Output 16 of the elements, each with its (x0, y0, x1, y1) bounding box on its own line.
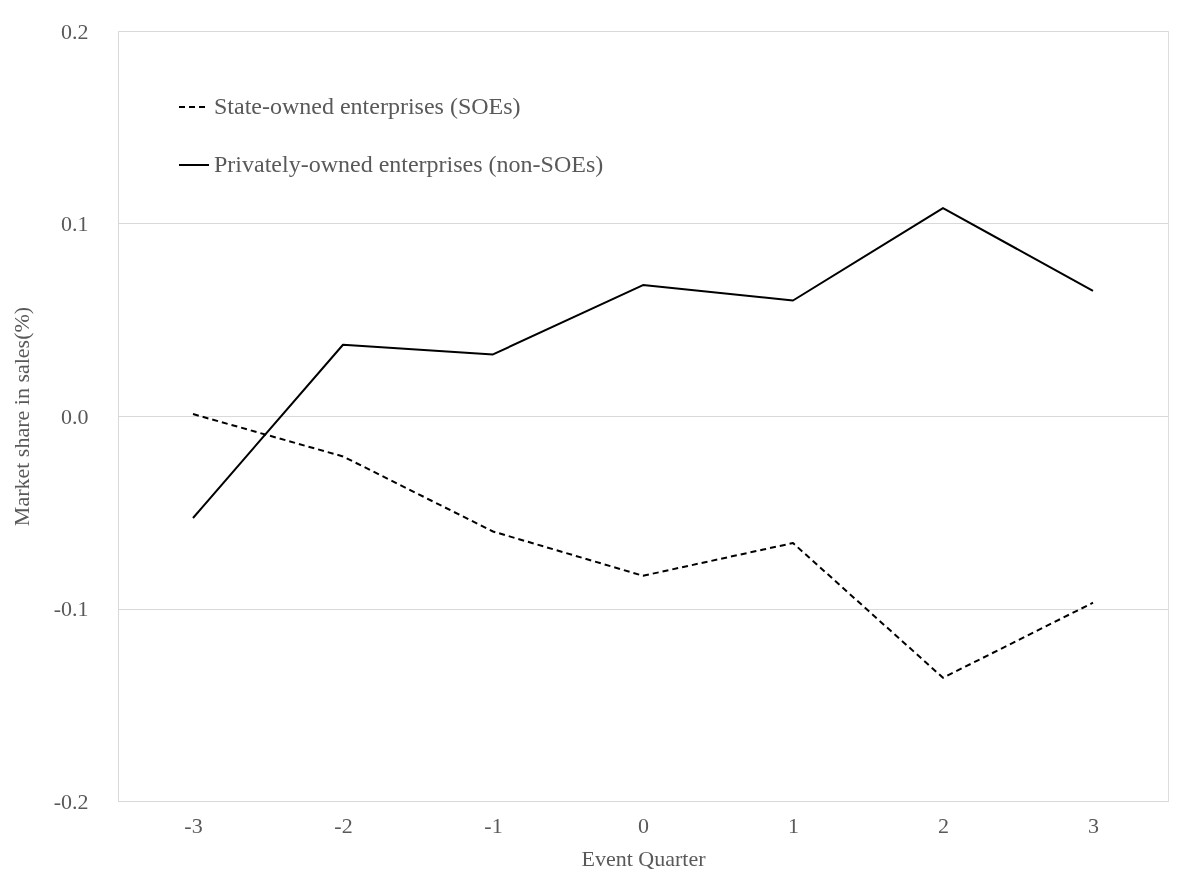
y-tick-label: 0.2 (61, 18, 89, 44)
legend-label: State-owned enterprises (SOEs) (214, 93, 521, 119)
y-tick-label: -0.1 (53, 596, 89, 621)
x-tick-label: 2 (938, 812, 949, 838)
x-tick-label: 1 (788, 812, 799, 838)
x-axis-title: Event Quarter (581, 845, 707, 871)
y-axis-title: Market share in sales(%) (8, 306, 34, 527)
x-tick-label: 0 (638, 812, 649, 838)
y-tick-label: -0.2 (53, 788, 89, 814)
x-tick-label: -2 (334, 812, 353, 838)
x-tick-label: -1 (484, 812, 503, 838)
y-tick-label: 0.1 (61, 211, 89, 236)
x-tick-label: 3 (1088, 812, 1099, 838)
y-tick-label: 0.0 (61, 403, 89, 429)
legend-label: Privately-owned enterprises (non-SOEs) (214, 151, 604, 177)
x-tick-label: -3 (184, 812, 203, 838)
